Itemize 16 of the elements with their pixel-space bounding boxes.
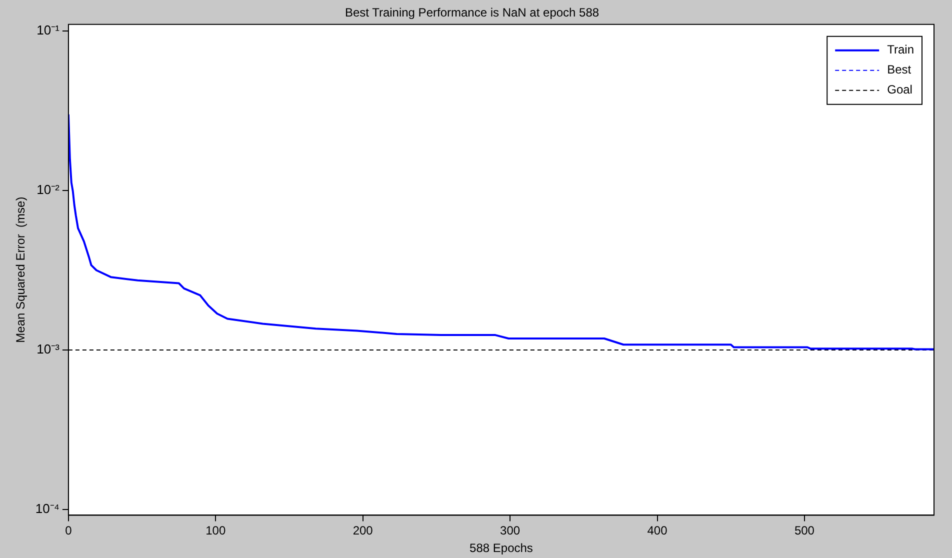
y-tick-label: 10⁻¹ [36,22,60,38]
x-tick-label: 0 [65,524,72,538]
chart-title: Best Training Performance is NaN at epoch 588 [344,6,600,20]
y-tick-label: 10⁻³ [36,342,60,357]
x-axis-title: 588 Epochs [470,541,533,556]
legend-label: Goal [887,82,912,97]
y-tick-label: 10⁻⁴ [35,501,60,516]
y-axis-title: Mean Squared Error (mse) [14,196,28,343]
x-tick-label: 200 [352,524,374,538]
legend-label: Best [887,62,912,77]
y-tick-label: 10⁻² [36,182,60,198]
x-tick-label: 100 [206,524,226,538]
x-tick-label: 400 [647,524,668,538]
legend-label: Train [887,42,914,57]
x-tick-label: 500 [794,524,815,538]
x-tick-label: 300 [500,524,520,538]
